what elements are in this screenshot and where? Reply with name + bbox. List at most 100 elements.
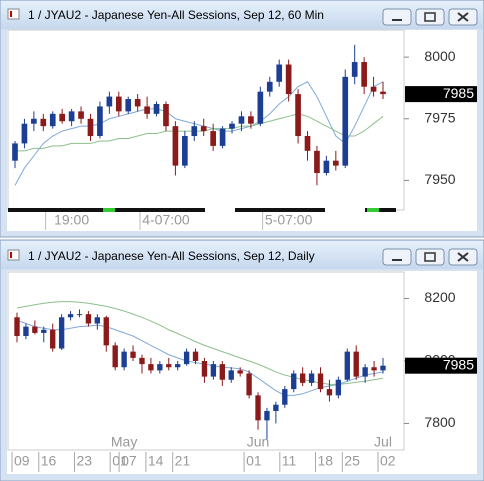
restore-button[interactable] xyxy=(415,248,445,266)
candle-body xyxy=(257,91,264,124)
candle-body xyxy=(371,367,377,371)
candle-body xyxy=(380,91,386,95)
x-tick-label: 02 xyxy=(380,453,396,469)
candle-body xyxy=(326,389,333,396)
window-title: 1 / JYAU2 - Japanese Yen-All Sessions, S… xyxy=(28,8,324,22)
last-price-label: 7985 xyxy=(443,85,474,101)
candle-body xyxy=(210,364,217,377)
candle-body xyxy=(276,64,283,82)
x-tick-label: 16 xyxy=(41,453,57,469)
month-label: May xyxy=(111,434,137,450)
session-bar xyxy=(8,208,396,212)
restore-button[interactable] xyxy=(415,8,445,26)
candle-body xyxy=(380,365,386,371)
candle-body xyxy=(50,329,56,349)
candle-body xyxy=(362,367,368,377)
close-glyph xyxy=(457,12,469,22)
candle-body xyxy=(295,94,301,137)
candle-body xyxy=(12,143,18,161)
candle-body xyxy=(85,314,92,324)
candle-body xyxy=(163,103,169,127)
candle-body xyxy=(59,113,66,122)
x-tick-label: 01 xyxy=(246,453,262,469)
candle-body xyxy=(219,128,226,146)
moving-average xyxy=(14,81,384,186)
candle-body xyxy=(134,99,141,107)
candle-body xyxy=(78,111,84,119)
minimize-button[interactable] xyxy=(382,8,412,26)
candle-body xyxy=(58,317,65,349)
candle-body xyxy=(201,361,208,377)
candle-body xyxy=(14,317,20,337)
candle-body xyxy=(192,351,199,361)
y-tick-label: 7975 xyxy=(424,109,455,125)
y-tick-label: 7800 xyxy=(424,414,455,430)
candle-body xyxy=(219,364,225,380)
x-tick-label: 07 xyxy=(121,453,137,469)
candle-body xyxy=(291,373,297,390)
y-tick-label: 8200 xyxy=(424,289,455,305)
candle-body xyxy=(229,123,235,129)
y-tick-label: 8000 xyxy=(424,48,455,64)
candle-body xyxy=(103,317,109,346)
candle-body xyxy=(49,113,56,127)
x-tick-label: 01 xyxy=(112,453,128,469)
candle-body xyxy=(76,314,83,316)
candle-body xyxy=(344,351,350,380)
x-tick-label: 19:00 xyxy=(54,212,89,228)
minimize-button[interactable] xyxy=(382,248,412,266)
x-tick-label: 11 xyxy=(282,453,297,469)
candle-body xyxy=(370,86,377,92)
candle-body xyxy=(139,357,145,365)
candle-body xyxy=(41,329,47,333)
icon-glyph xyxy=(10,252,12,258)
candle-body xyxy=(144,106,150,114)
window-daily: 1 / JYAU2 - Japanese Yen-All Sessions, S… xyxy=(0,239,484,481)
icon-glyph xyxy=(10,11,12,17)
x-tick-label: 21 xyxy=(175,453,191,469)
candle-body xyxy=(314,150,320,174)
candle-body xyxy=(266,81,273,92)
window-title: 1 / JYAU2 - Japanese Yen-All Sessions, S… xyxy=(28,249,315,263)
candle-body xyxy=(97,106,103,137)
candle-body xyxy=(200,126,207,132)
session-mark xyxy=(205,208,235,212)
month-label: Jun xyxy=(247,434,270,450)
x-tick-label: 25 xyxy=(344,453,360,469)
candle-body xyxy=(130,351,136,358)
restore-glyph xyxy=(424,12,436,22)
candle-body xyxy=(285,64,292,95)
candle-body xyxy=(299,373,306,383)
candle-body xyxy=(237,370,243,374)
candle-body xyxy=(323,160,330,174)
app-icon xyxy=(7,249,20,261)
last-price-label: 7985 xyxy=(443,356,474,372)
candle-body xyxy=(112,345,118,368)
x-tick-label: 14 xyxy=(148,453,164,469)
candle-body xyxy=(153,103,160,114)
candle-body xyxy=(87,118,94,137)
y-tick-label: 7950 xyxy=(424,171,455,187)
candle-body xyxy=(317,373,324,390)
moving-average xyxy=(15,113,384,152)
last-price-box xyxy=(405,357,477,374)
candle-body xyxy=(183,351,190,365)
candle-body xyxy=(255,395,261,421)
candle-body xyxy=(361,62,367,87)
candle-body xyxy=(182,136,188,166)
candle-body xyxy=(353,351,359,377)
session-mark xyxy=(325,208,365,212)
restore-glyph xyxy=(424,252,436,262)
x-tick-label: 23 xyxy=(76,453,92,469)
candle-body xyxy=(106,96,113,107)
candle-body xyxy=(342,76,349,166)
candle-body xyxy=(210,131,216,146)
candle-body xyxy=(23,326,29,337)
candle-body xyxy=(31,118,37,124)
candle-body xyxy=(248,116,254,124)
candle-body xyxy=(273,404,279,411)
candle-body xyxy=(175,364,181,368)
app-icon xyxy=(7,8,20,20)
session-mark xyxy=(367,208,379,212)
